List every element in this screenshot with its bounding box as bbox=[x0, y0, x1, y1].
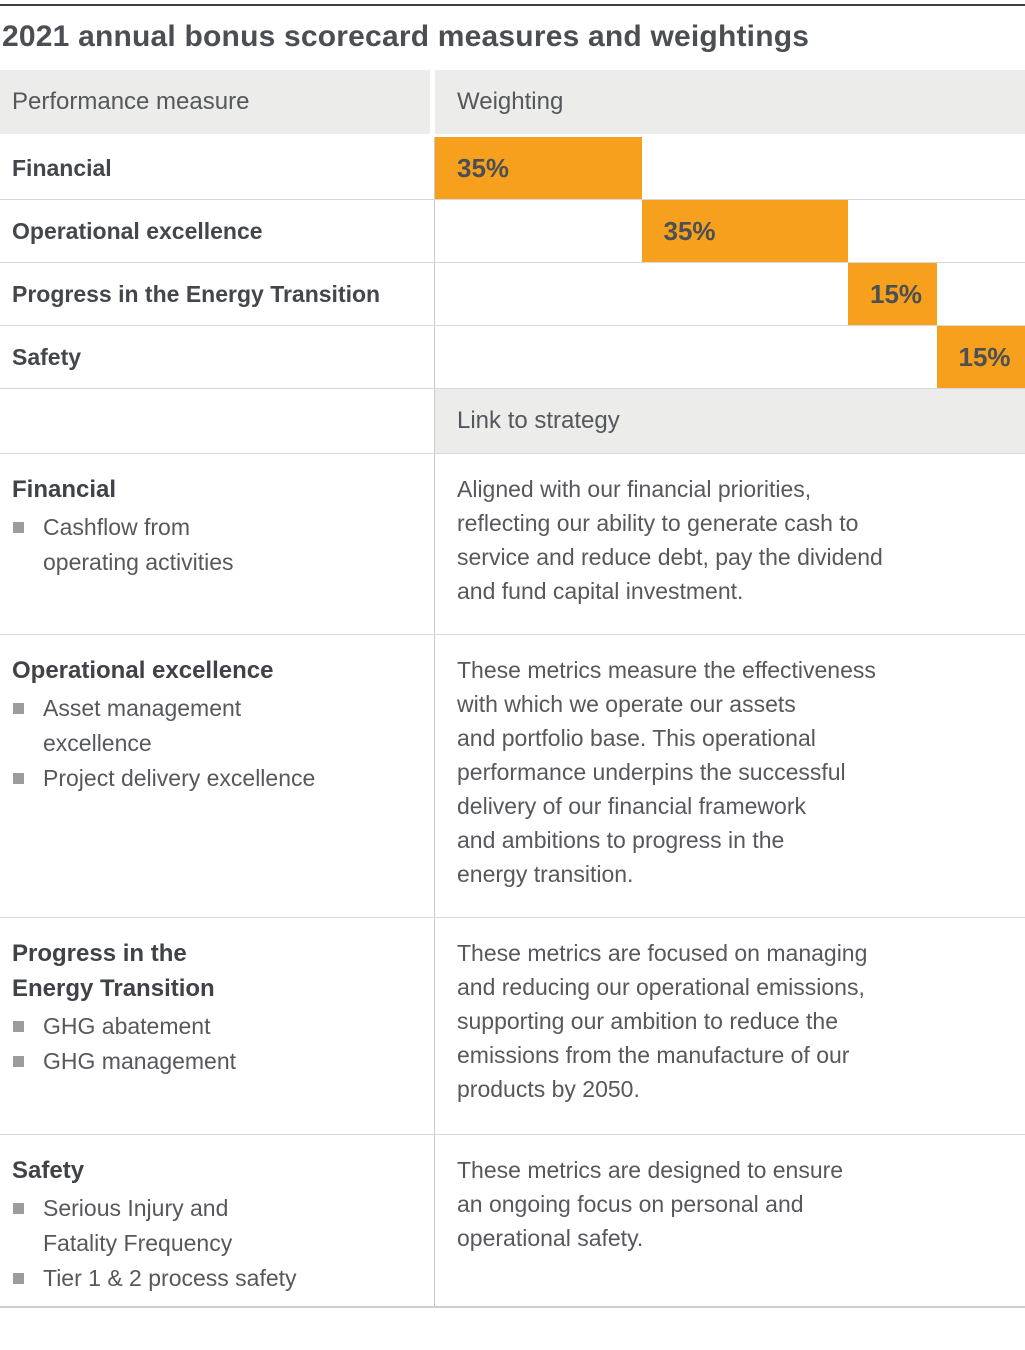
weighting-value: 35% bbox=[664, 216, 716, 247]
section-strategy-text: These metrics measure the effectiveness … bbox=[435, 635, 1025, 917]
bullet-text: Tier 1 & 2 process safety bbox=[43, 1265, 297, 1291]
column-header-performance-measure: Performance measure bbox=[0, 70, 435, 134]
measure-bullet-list: Serious Injury and Fatality Frequency Ti… bbox=[12, 1191, 420, 1296]
section-measure-cell: Safety Serious Injury and Fatality Frequ… bbox=[0, 1135, 435, 1306]
weighting-value: 35% bbox=[457, 153, 509, 184]
column-header-weighting: Weighting bbox=[435, 70, 1025, 134]
section-strategy-text: These metrics are designed to ensure an … bbox=[435, 1135, 1025, 1306]
bar-track: 15% bbox=[435, 326, 1025, 388]
weighting-value: 15% bbox=[959, 342, 1011, 373]
list-item: GHG abatement bbox=[12, 1009, 420, 1044]
figure-title: 2021 annual bonus scorecard measures and… bbox=[0, 6, 1025, 70]
bullet-text: Serious Injury and Fatality Frequency bbox=[43, 1195, 232, 1256]
weighting-row-safety: Safety 15% bbox=[0, 326, 1025, 389]
column-header-link-to-strategy: Link to strategy bbox=[435, 389, 1025, 453]
weighting-row-financial: Financial 35% bbox=[0, 137, 1025, 200]
section-heading: Progress in the Energy Transition bbox=[12, 936, 420, 1006]
bar-track: 15% bbox=[435, 263, 1025, 325]
section-measure-cell: Operational excellence Asset management … bbox=[0, 635, 435, 917]
strategy-section-energy-transition: Progress in the Energy Transition GHG ab… bbox=[0, 917, 1025, 1134]
scorecard-figure: 2021 annual bonus scorecard measures and… bbox=[0, 4, 1025, 1308]
bullet-square-icon bbox=[13, 522, 24, 533]
weighting-value: 15% bbox=[870, 279, 922, 310]
empty-cell bbox=[0, 389, 435, 453]
bullet-square-icon bbox=[13, 1056, 24, 1067]
section-heading: Safety bbox=[12, 1153, 420, 1188]
weighting-row-energy-transition: Progress in the Energy Transition 15% bbox=[0, 263, 1025, 326]
weighting-bar-financial: 35% bbox=[435, 137, 642, 199]
list-item: Project delivery excellence bbox=[12, 761, 420, 796]
section-measure-cell: Progress in the Energy Transition GHG ab… bbox=[0, 918, 435, 1134]
strategy-section-operational-excellence: Operational excellence Asset management … bbox=[0, 634, 1025, 917]
bullet-text: GHG abatement bbox=[43, 1013, 210, 1039]
section-measure-cell: Financial Cashflow from operating activi… bbox=[0, 454, 435, 634]
weighting-row-operational-excellence: Operational excellence 35% bbox=[0, 200, 1025, 263]
strategy-section-financial: Financial Cashflow from operating activi… bbox=[0, 453, 1025, 634]
bar-track: 35% bbox=[435, 200, 1025, 262]
list-item: Serious Injury and Fatality Frequency bbox=[12, 1191, 420, 1261]
list-item: Tier 1 & 2 process safety bbox=[12, 1261, 420, 1296]
row-label-safety: Safety bbox=[0, 326, 435, 388]
list-item: GHG management bbox=[12, 1044, 420, 1079]
weighting-bar-energy-transition: 15% bbox=[848, 263, 937, 325]
bar-track: 35% bbox=[435, 137, 1025, 199]
section-strategy-text: These metrics are focused on managing an… bbox=[435, 918, 1025, 1134]
list-item: Asset management excellence bbox=[12, 691, 420, 761]
link-to-strategy-row: Link to strategy bbox=[0, 389, 1025, 453]
strategy-section-safety: Safety Serious Injury and Fatality Frequ… bbox=[0, 1134, 1025, 1308]
row-label-operational-excellence: Operational excellence bbox=[0, 200, 435, 262]
bullet-square-icon bbox=[13, 1021, 24, 1032]
scorecard-table: Performance measure Weighting Financial … bbox=[0, 70, 1025, 1308]
table-header-row: Performance measure Weighting bbox=[0, 70, 1025, 137]
measure-bullet-list: Asset management excellence Project deli… bbox=[12, 691, 420, 796]
weighting-bar-operational-excellence: 35% bbox=[642, 200, 849, 262]
measure-bullet-list: GHG abatement GHG management bbox=[12, 1009, 420, 1079]
section-heading: Operational excellence bbox=[12, 653, 420, 688]
bullet-text: Project delivery excellence bbox=[43, 765, 315, 791]
bullet-square-icon bbox=[13, 703, 24, 714]
bullet-square-icon bbox=[13, 773, 24, 784]
section-heading: Financial bbox=[12, 472, 420, 507]
list-item: Cashflow from operating activities bbox=[12, 510, 420, 580]
bullet-square-icon bbox=[13, 1203, 24, 1214]
bullet-square-icon bbox=[13, 1273, 24, 1284]
bullet-text: Asset management excellence bbox=[43, 695, 241, 756]
measure-bullet-list: Cashflow from operating activities bbox=[12, 510, 420, 580]
row-label-financial: Financial bbox=[0, 137, 435, 199]
bullet-text: GHG management bbox=[43, 1048, 236, 1074]
section-strategy-text: Aligned with our financial priorities, r… bbox=[435, 454, 1025, 634]
row-label-energy-transition: Progress in the Energy Transition bbox=[0, 263, 435, 325]
bullet-text: Cashflow from operating activities bbox=[43, 514, 234, 575]
weighting-bar-safety: 15% bbox=[937, 326, 1025, 388]
